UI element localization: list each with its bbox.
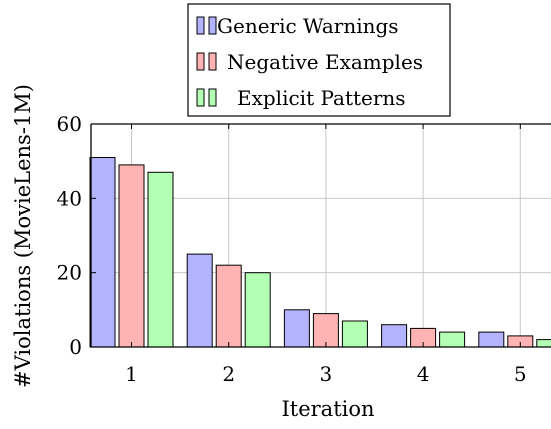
y-axis-title: #Violations (MovieLens-1M) (11, 84, 35, 388)
bar-series-1-iteration-2 (186, 253, 213, 348)
y-tick-label: 20 (57, 261, 82, 285)
bar-series-1-iteration-4 (381, 324, 408, 348)
axes (90, 123, 551, 348)
bar-series-2-iteration-3 (312, 313, 339, 348)
legend-swatch-2b (208, 52, 217, 71)
bar-series-1-iteration-3 (283, 309, 310, 348)
legend-label-1: Generic Warnings (217, 14, 399, 38)
bar-series-2-iteration-1 (118, 164, 145, 348)
x-tick-label: 5 (514, 362, 527, 386)
legend-swatch-2a (196, 52, 205, 71)
bar-series-3-iteration-3 (341, 320, 368, 348)
bar-series-3-iteration-1 (147, 171, 174, 348)
y-tick-label: 40 (57, 186, 82, 210)
x-tick-label: 2 (222, 362, 235, 386)
x-tick-label: 4 (417, 362, 430, 386)
legend-label-3: Explicit Patterns (237, 86, 406, 110)
bars (89, 157, 551, 348)
bar-series-3-iteration-5 (536, 339, 551, 348)
y-tick-label: 0 (69, 335, 82, 359)
x-axis-title: Iteration (281, 397, 374, 421)
x-tick-label: 1 (125, 362, 138, 386)
legend-swatch-3a (196, 88, 205, 107)
legend-label-2: Negative Examples (227, 50, 423, 74)
bar-series-3-iteration-4 (439, 331, 466, 348)
legend: Generic Warnings Negative Examples Explici… (187, 3, 451, 117)
legend-swatch-1b (208, 16, 217, 35)
bar-series-2-iteration-2 (215, 264, 242, 348)
legend-swatch-3b (208, 88, 217, 107)
bar-series-3-iteration-2 (244, 272, 271, 348)
legend-swatch-1a (196, 16, 205, 35)
y-tick-label: 60 (57, 112, 82, 136)
bar-series-1-iteration-1 (89, 157, 116, 348)
x-tick-label: 3 (320, 362, 333, 386)
tick-labels: 1 2 3 4 5 0 20 40 60 (57, 112, 527, 386)
legend-box (187, 3, 451, 117)
bar-series-1-iteration-5 (478, 331, 505, 348)
